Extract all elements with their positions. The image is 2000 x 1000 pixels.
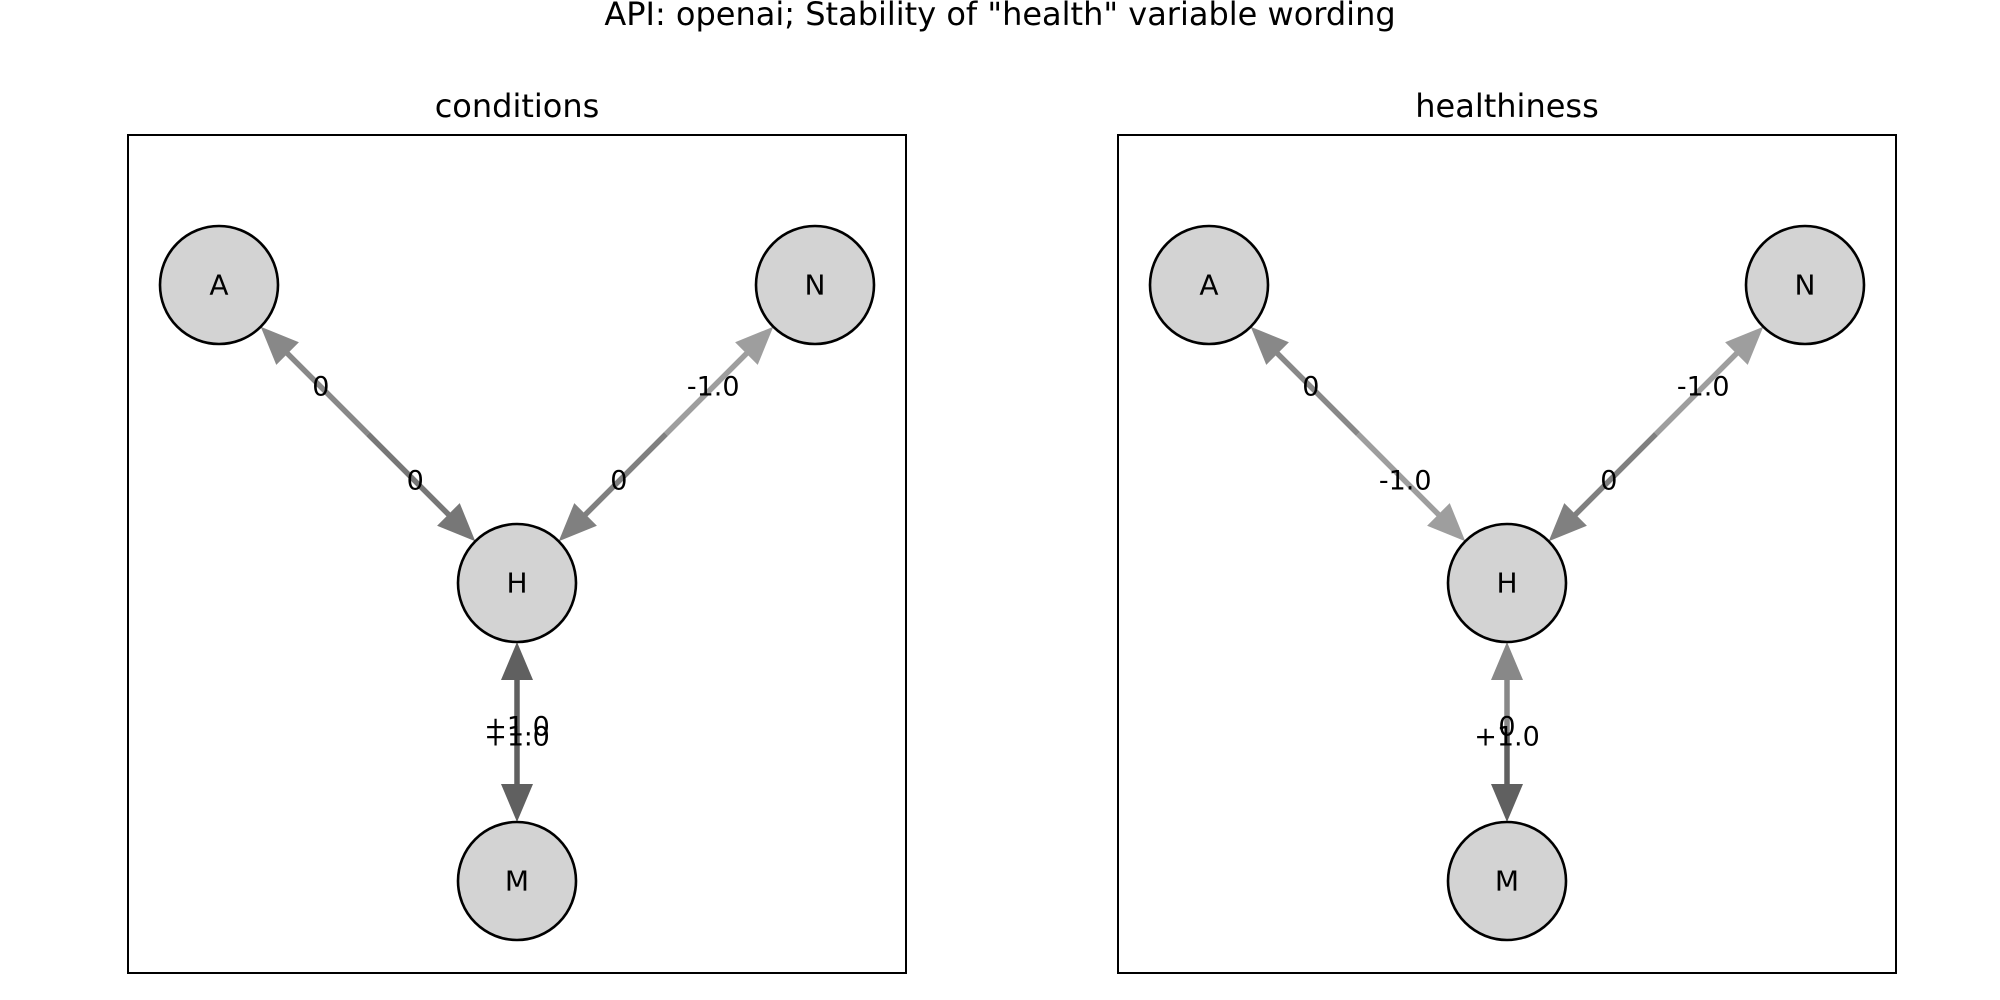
edge-label-to: 0 [1498,712,1515,743]
panel-title: healthiness [1415,87,1599,125]
arrowhead-M [1491,784,1523,822]
edge-label-to: 0 [407,466,424,497]
node-label: H [1496,567,1517,600]
node-circle [456,820,578,942]
node-H: H [1446,522,1568,644]
edge-label-from: 0 [1302,371,1319,402]
edge-shaft-to [1356,432,1444,520]
node-circle [1744,224,1866,346]
node-circle [456,522,578,644]
node-circle [1446,522,1568,644]
node-label: N [805,269,826,302]
node-circle [158,224,280,346]
arrowhead-H [1427,503,1466,542]
edge-label-to: -1.0 [1379,466,1432,497]
edge-label-to: 0 [1600,466,1617,497]
arrowhead-H [501,642,533,680]
arrowhead-H [437,503,476,542]
edge-N-H: -1.0 0 [1548,326,1764,542]
edge-M-H: +1.0+1.0 [484,642,550,822]
edge-shaft-to [366,432,454,520]
arrowhead-H [558,503,597,542]
arrowhead-H [1491,642,1523,680]
edge-shaft-to [580,432,668,520]
nodes: A N H M [158,224,876,942]
edges: 00-1.00+1.0+1.0 [260,326,774,822]
panel-frame [127,134,907,974]
nodes: A N H M [1148,224,1866,942]
node-N: N [754,224,876,346]
node-circle [754,224,876,346]
edges: 0-1.0-1.00+1.00 [1250,326,1764,822]
node-label: M [505,865,529,898]
node-M: M [1446,820,1568,942]
edge-label-from: 0 [312,371,329,402]
edge-label-to: +1.0 [484,712,550,743]
panel-frame [1117,134,1897,974]
node-label: M [1495,865,1519,898]
edge-shaft-from [664,348,752,436]
edge-label-to: 0 [610,466,627,497]
arrowhead-N [735,326,774,365]
node-N: N [1744,224,1866,346]
edge-shaft-from [282,348,370,436]
edge-A-H: 0 -1.0 [1250,326,1466,542]
edge-shaft-from [1272,348,1360,436]
arrowhead-M [501,784,533,822]
figure-title: API: openai; Stability of "health" varia… [604,0,1395,33]
node-label: N [1795,269,1816,302]
node-A: A [158,224,280,346]
panel-title: conditions [435,87,600,125]
node-circle [1148,224,1270,346]
edge-A-H: 00 [260,326,476,542]
edge-label-from: -1.0 [1677,371,1730,402]
node-M: M [456,820,578,942]
arrowhead-A [260,326,299,365]
node-label: A [209,269,228,302]
node-label: H [506,567,527,600]
node-H: H [456,522,578,644]
node-label: A [1199,269,1218,302]
edge-label-from: +1.0 [1474,722,1540,753]
edge-shaft-from [1654,348,1742,436]
edge-label-from: -1.0 [687,371,740,402]
edge-M-H: +1.00 [1474,642,1540,822]
arrowhead-A [1250,326,1289,365]
edge-shaft-to [1570,432,1658,520]
node-circle [1446,820,1568,942]
arrowhead-N [1725,326,1764,365]
edge-label-from: +1.0 [484,722,550,753]
edge-N-H: -1.0 0 [558,326,774,542]
node-A: A [1148,224,1270,346]
arrowhead-H [1548,503,1587,542]
